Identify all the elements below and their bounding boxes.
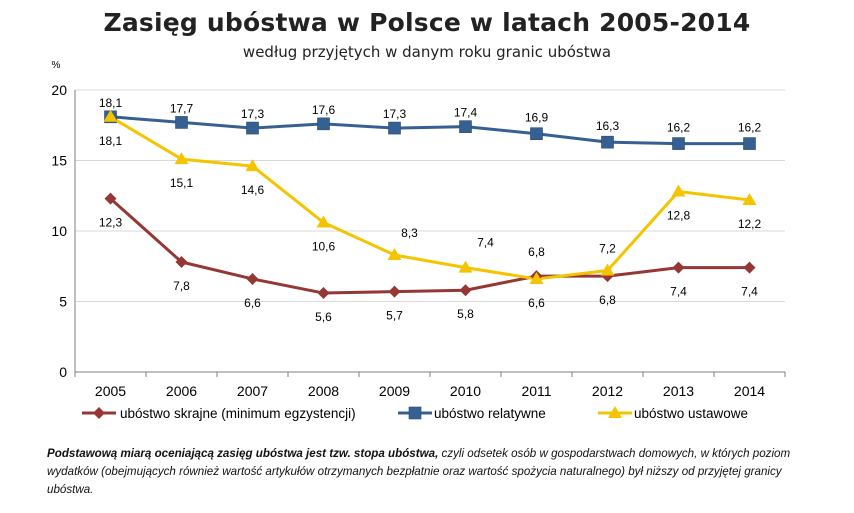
x-tick-label: 2007	[237, 383, 268, 399]
data-point-extreme	[743, 261, 756, 274]
data-label-extreme: 5,8	[457, 307, 474, 321]
data-point-statutory	[387, 247, 402, 260]
data-point-statutory	[742, 192, 757, 205]
data-label-statutory: 12,8	[667, 209, 691, 223]
x-tick-label: 2010	[450, 383, 481, 399]
data-label-extreme: 6,6	[244, 296, 261, 310]
data-label-statutory: 10,6	[312, 240, 336, 254]
data-label-statutory: 15,1	[170, 176, 194, 190]
data-label-statutory: 14,6	[241, 183, 265, 197]
legend-label-statutory: ubóstwo ustawowe	[634, 406, 748, 421]
x-tick-label: 2013	[663, 383, 694, 399]
data-point-extreme	[104, 192, 117, 205]
series-line-statutory	[109, 115, 750, 281]
data-label-extreme: 6,8	[599, 293, 616, 307]
data-point-statutory	[458, 260, 473, 273]
data-point-statutory	[671, 184, 686, 197]
data-point-relative	[743, 137, 756, 150]
data-label-relative: 17,6	[312, 103, 336, 117]
x-tick-label: 2009	[379, 383, 410, 399]
data-point-extreme	[246, 272, 259, 285]
data-point-relative	[672, 137, 685, 150]
data-label-relative: 17,3	[383, 107, 407, 121]
data-point-statutory	[316, 215, 331, 228]
data-point-relative	[175, 116, 188, 129]
data-label-relative: 17,7	[170, 101, 194, 115]
footnote-bold: Podstawową miarą oceniającą zasięg ubóst…	[47, 447, 439, 460]
data-label-extreme: 7,4	[741, 285, 758, 299]
data-label-extreme: 7,8	[173, 279, 190, 293]
data-point-statutory	[174, 152, 189, 165]
data-point-extreme	[317, 287, 330, 300]
y-axis-unit: %	[52, 60, 61, 71]
data-point-statutory	[103, 109, 118, 122]
line-chart: 0 5 10 15 20% 2005 2006 2007 2008 2009 2010 2011 201…	[51, 60, 786, 421]
data-point-relative	[459, 120, 472, 133]
legend-label-extreme: ubóstwo skrajne (minimum egzystencji)	[120, 406, 356, 421]
y-tick-label: 0	[59, 364, 67, 380]
data-point-relative	[388, 121, 401, 135]
legend-label-relative: ubóstwo relatywne	[434, 406, 546, 421]
data-point-extreme	[175, 256, 188, 269]
data-label-extreme: 5,6	[315, 310, 332, 324]
chart-title: Zasięg ubóstwa w Polsce w latach 2005-20…	[103, 8, 751, 37]
data-label-relative: 17,4	[454, 106, 478, 120]
data-point-extreme	[459, 284, 472, 297]
data-label-statutory: 6,6	[528, 296, 545, 310]
data-point-relative	[317, 117, 330, 131]
series-line-relative	[110, 115, 750, 146]
data-label-statutory: 18,1	[99, 134, 123, 148]
y-tick-label: 5	[59, 294, 67, 310]
x-tick-label: 2008	[308, 383, 339, 399]
x-tick-label: 2014	[734, 383, 765, 399]
data-label-statutory: 7,4	[477, 236, 494, 250]
data-point-statutory	[245, 159, 260, 172]
data-label-extreme: 7,4	[670, 285, 687, 299]
data-point-relative	[601, 135, 614, 149]
data-point-statutory	[600, 263, 615, 276]
x-tick-label: 2005	[95, 383, 126, 399]
legend-marker-statutory	[608, 406, 622, 418]
data-point-relative	[530, 127, 543, 141]
y-tick-label: 20	[51, 82, 67, 98]
data-point-extreme	[672, 261, 685, 274]
data-label-extreme: 6,8	[528, 245, 545, 259]
data-label-statutory: 7,2	[599, 241, 616, 255]
footnote: Podstawową miarą oceniającą zasięg ubóst…	[47, 445, 817, 499]
y-tick-label: 15	[51, 153, 67, 169]
data-label-relative: 16,3	[596, 119, 620, 133]
x-tick-label: 2011	[521, 383, 551, 399]
data-point-relative	[246, 121, 259, 135]
data-point-extreme	[388, 285, 401, 298]
data-label-relative: 18,1	[99, 96, 123, 110]
data-label-relative: 16,9	[525, 111, 549, 125]
data-label-relative: 17,3	[241, 107, 265, 121]
y-tick-label: 10	[51, 223, 67, 239]
data-label-relative: 16,2	[667, 121, 691, 135]
chart-subtitle: według przyjętych w danym roku granic ub…	[242, 43, 612, 61]
x-tick-label: 2012	[592, 383, 623, 399]
footnote-text: czyli odsetek osób w gospodarstwach domo…	[47, 447, 791, 496]
data-label-relative: 16,2	[738, 121, 762, 135]
series-line-extreme	[109, 197, 750, 295]
data-label-extreme: 12,3	[99, 216, 123, 230]
data-label-extreme: 5,7	[386, 309, 403, 323]
legend-marker-extreme	[93, 407, 105, 419]
data-label-statutory: 8,3	[401, 226, 418, 240]
x-tick-label: 2006	[166, 383, 197, 399]
data-point-statutory	[529, 271, 544, 284]
legend-marker-relative	[408, 406, 422, 420]
data-label-statutory: 12,2	[738, 217, 762, 231]
